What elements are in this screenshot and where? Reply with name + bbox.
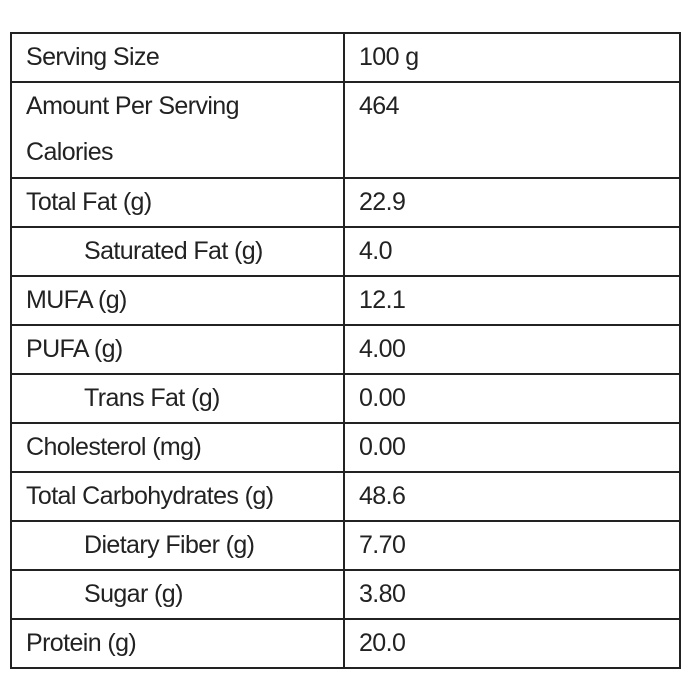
nutrient-label: Serving Size [10,32,345,83]
table-row: Total Carbohydrates (g) 48.6 [10,471,681,522]
nutrient-value: 464 [343,81,681,179]
table-row: MUFA (g) 12.1 [10,275,681,326]
nutrient-label: Total Fat (g) [10,177,345,228]
nutrient-value: 22.9 [343,177,681,228]
table-row: PUFA (g) 4.00 [10,324,681,375]
nutrient-label: Saturated Fat (g) [10,226,345,277]
nutrient-value: 12.1 [343,275,681,326]
nutrient-value: 0.00 [343,373,681,424]
nutrient-label: Protein (g) [10,618,345,669]
nutrient-label: Dietary Fiber (g) [10,520,345,571]
table-row: Trans Fat (g) 0.00 [10,373,681,424]
table-row: Saturated Fat (g) 4.0 [10,226,681,277]
nutrition-table: Serving Size 100 g Amount Per Serving Calo… [10,32,681,669]
table-row: Dietary Fiber (g) 7.70 [10,520,681,571]
nutrient-label: Total Carbohydrates (g) [10,471,345,522]
table-row: Sugar (g) 3.80 [10,569,681,620]
table-row: Serving Size 100 g [10,32,681,83]
nutrient-label: MUFA (g) [10,275,345,326]
nutrient-value: 20.0 [343,618,681,669]
nutrient-value: 4.0 [343,226,681,277]
table-row: Total Fat (g) 22.9 [10,177,681,228]
table-row: Amount Per Serving Calories 464 [10,81,681,179]
nutrient-value: 4.00 [343,324,681,375]
nutrient-value: 0.00 [343,422,681,473]
nutrient-label: PUFA (g) [10,324,345,375]
nutrient-value: 48.6 [343,471,681,522]
table-row: Cholesterol (mg) 0.00 [10,422,681,473]
table-body: Serving Size 100 g Amount Per Serving Calo… [10,32,681,669]
nutrient-label: Trans Fat (g) [10,373,345,424]
nutrient-label: Amount Per Serving Calories [10,81,345,179]
table-row: Protein (g) 20.0 [10,618,681,669]
nutrient-label: Sugar (g) [10,569,345,620]
nutrient-value: 7.70 [343,520,681,571]
nutrient-value: 3.80 [343,569,681,620]
nutrient-label: Cholesterol (mg) [10,422,345,473]
nutrient-value: 100 g [343,32,681,83]
